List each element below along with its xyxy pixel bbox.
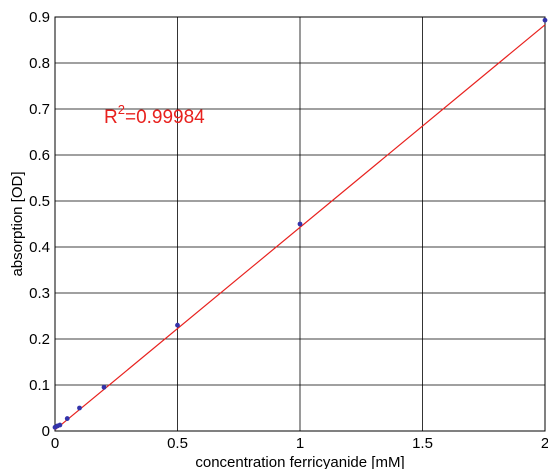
data-point [57, 422, 63, 428]
fit-line [54, 24, 546, 431]
x-tick-label: 1.5 [412, 435, 433, 452]
data-points [52, 17, 548, 430]
y-tick-label: 0 [42, 423, 50, 440]
y-axis-label: absorption [OD] [9, 171, 26, 276]
annotation-superscript: 2 [118, 102, 125, 117]
x-axis-label: concentration ferricyanide [mM] [195, 454, 404, 469]
y-tick-label: 0.2 [29, 331, 50, 348]
x-tick-label: 0 [51, 435, 59, 452]
data-point [297, 221, 303, 227]
tick-labels: 0 0.5 1 1.5 2 0 0.1 0.2 0.3 0.4 0.5 0.6 0.7 0.8 0.9 [29, 9, 548, 452]
x-tick-label: 1 [296, 435, 304, 452]
data-point [64, 416, 70, 421]
fit-line-group [54, 24, 546, 431]
data-point [175, 322, 180, 328]
annotation-value: =0.99984 [125, 107, 205, 128]
data-point [542, 17, 548, 23]
y-tick-label: 0.5 [29, 193, 50, 210]
y-tick-label: 0.7 [29, 101, 50, 118]
data-point [77, 405, 82, 411]
x-tick-label: 2 [541, 435, 548, 452]
y-tick-label: 0.9 [29, 9, 50, 26]
plot-frame [54, 16, 546, 432]
y-tick-label: 0.4 [29, 239, 50, 256]
y-tick-label: 0.8 [29, 55, 50, 72]
r-squared-annotation: R2=0.99984 [104, 102, 205, 128]
y-tick-label: 0.1 [29, 377, 50, 394]
y-tick-label: 0.6 [29, 147, 50, 164]
annotation-prefix: R [104, 107, 118, 128]
data-point [101, 384, 107, 390]
y-tick-label: 0.3 [29, 285, 50, 302]
x-tick-label: 0.5 [167, 435, 188, 452]
